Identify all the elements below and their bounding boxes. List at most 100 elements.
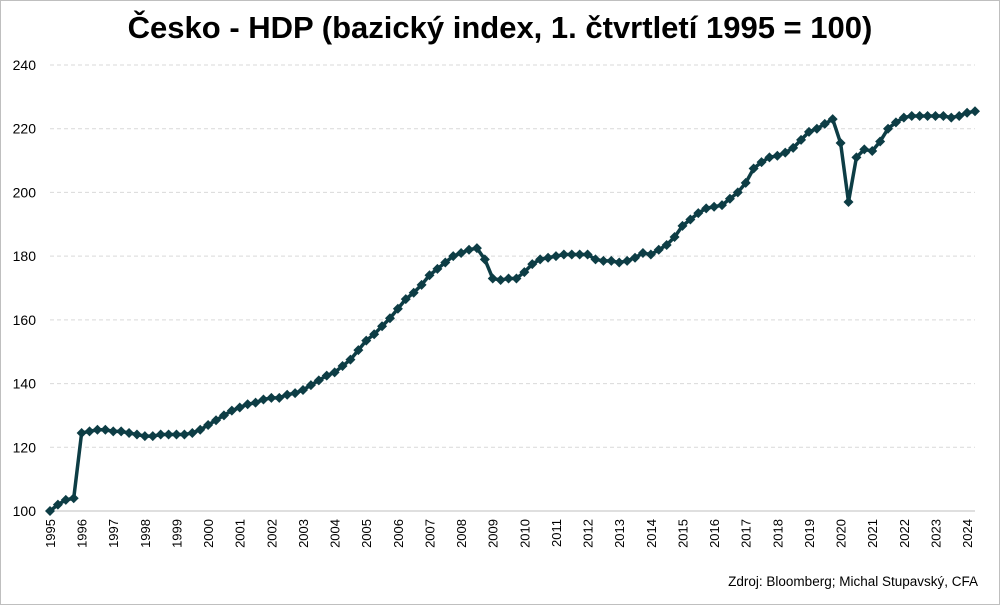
x-tick-label: 2016	[707, 519, 722, 548]
data-point	[377, 321, 388, 332]
y-tick-label: 140	[13, 376, 37, 392]
data-point	[321, 370, 332, 381]
data-point	[669, 232, 680, 243]
x-tick-label: 1995	[43, 519, 58, 548]
x-tick-label: 2005	[359, 519, 374, 548]
data-point	[274, 392, 285, 403]
data-point	[946, 112, 957, 123]
data-point	[890, 117, 901, 128]
y-tick-label: 240	[13, 57, 37, 73]
data-point	[724, 193, 735, 204]
data-point	[740, 177, 751, 188]
data-point	[432, 263, 443, 274]
data-point	[803, 126, 814, 137]
data-point	[898, 112, 909, 123]
data-point	[297, 384, 308, 395]
data-point	[179, 429, 190, 440]
x-tick-label: 2004	[328, 519, 343, 548]
data-point	[464, 244, 475, 255]
data-point	[764, 152, 775, 163]
data-point	[954, 110, 965, 121]
x-tick-label: 2023	[928, 519, 943, 548]
data-point	[772, 150, 783, 161]
data-point	[835, 138, 846, 149]
x-tick-label: 2011	[549, 519, 564, 547]
data-point	[76, 427, 87, 438]
data-point	[448, 251, 459, 262]
x-tick-label: 2013	[612, 519, 627, 548]
data-point	[258, 394, 269, 405]
data-point	[550, 251, 561, 262]
data-point	[637, 247, 648, 258]
data-point	[337, 361, 348, 372]
data-point	[487, 273, 498, 284]
data-point	[108, 426, 119, 437]
x-tick-label: 2019	[802, 519, 817, 548]
data-point	[914, 110, 925, 121]
data-point	[543, 252, 554, 263]
y-tick-label: 220	[13, 121, 37, 137]
data-point	[250, 397, 261, 408]
series-markers	[45, 106, 980, 516]
data-point	[171, 429, 182, 440]
data-point	[875, 136, 886, 147]
data-point	[234, 402, 245, 413]
x-tick-label: 2000	[201, 519, 216, 548]
data-point	[590, 254, 601, 265]
data-point	[305, 380, 316, 391]
x-tick-label: 2021	[865, 519, 880, 548]
data-point	[653, 244, 664, 255]
data-point	[116, 426, 127, 437]
data-point	[52, 499, 63, 510]
data-point	[242, 399, 253, 410]
data-point	[440, 257, 451, 268]
data-point	[748, 163, 759, 174]
data-point	[203, 419, 214, 430]
data-point	[218, 410, 229, 421]
x-tick-label: 1997	[106, 519, 121, 548]
data-point	[685, 214, 696, 225]
data-point	[819, 118, 830, 129]
data-point	[906, 110, 917, 121]
data-point	[574, 249, 585, 260]
data-point	[598, 255, 609, 266]
data-point	[535, 254, 546, 265]
data-point	[384, 313, 395, 324]
data-point	[732, 187, 743, 198]
y-tick-label: 180	[13, 248, 37, 264]
x-tick-label: 2001	[233, 519, 248, 548]
data-point	[313, 375, 324, 386]
series-line	[48, 109, 976, 513]
data-point	[582, 249, 593, 260]
data-point	[68, 493, 79, 504]
data-point	[45, 506, 55, 516]
data-point	[630, 252, 641, 263]
data-point	[811, 123, 822, 134]
data-point	[883, 123, 894, 134]
x-tick-label: 2006	[391, 519, 406, 548]
x-tick-label: 2009	[486, 519, 501, 548]
data-point	[614, 257, 625, 268]
data-point	[962, 107, 973, 118]
data-point	[479, 254, 490, 265]
data-point	[527, 259, 538, 270]
data-point	[211, 415, 222, 426]
data-point	[329, 367, 340, 378]
data-point	[566, 249, 577, 260]
data-point	[408, 287, 419, 298]
data-point	[345, 354, 356, 365]
data-point	[511, 273, 522, 284]
data-point	[416, 279, 427, 290]
data-point	[622, 255, 633, 266]
y-tick-label: 100	[13, 503, 37, 519]
x-tick-label: 1999	[169, 519, 184, 548]
data-point	[756, 157, 767, 168]
x-tick-label: 2008	[454, 519, 469, 548]
data-point	[606, 255, 617, 266]
data-point	[827, 114, 838, 125]
data-point	[282, 389, 293, 400]
data-point	[693, 208, 704, 219]
data-point	[867, 146, 878, 157]
data-point	[788, 142, 799, 153]
